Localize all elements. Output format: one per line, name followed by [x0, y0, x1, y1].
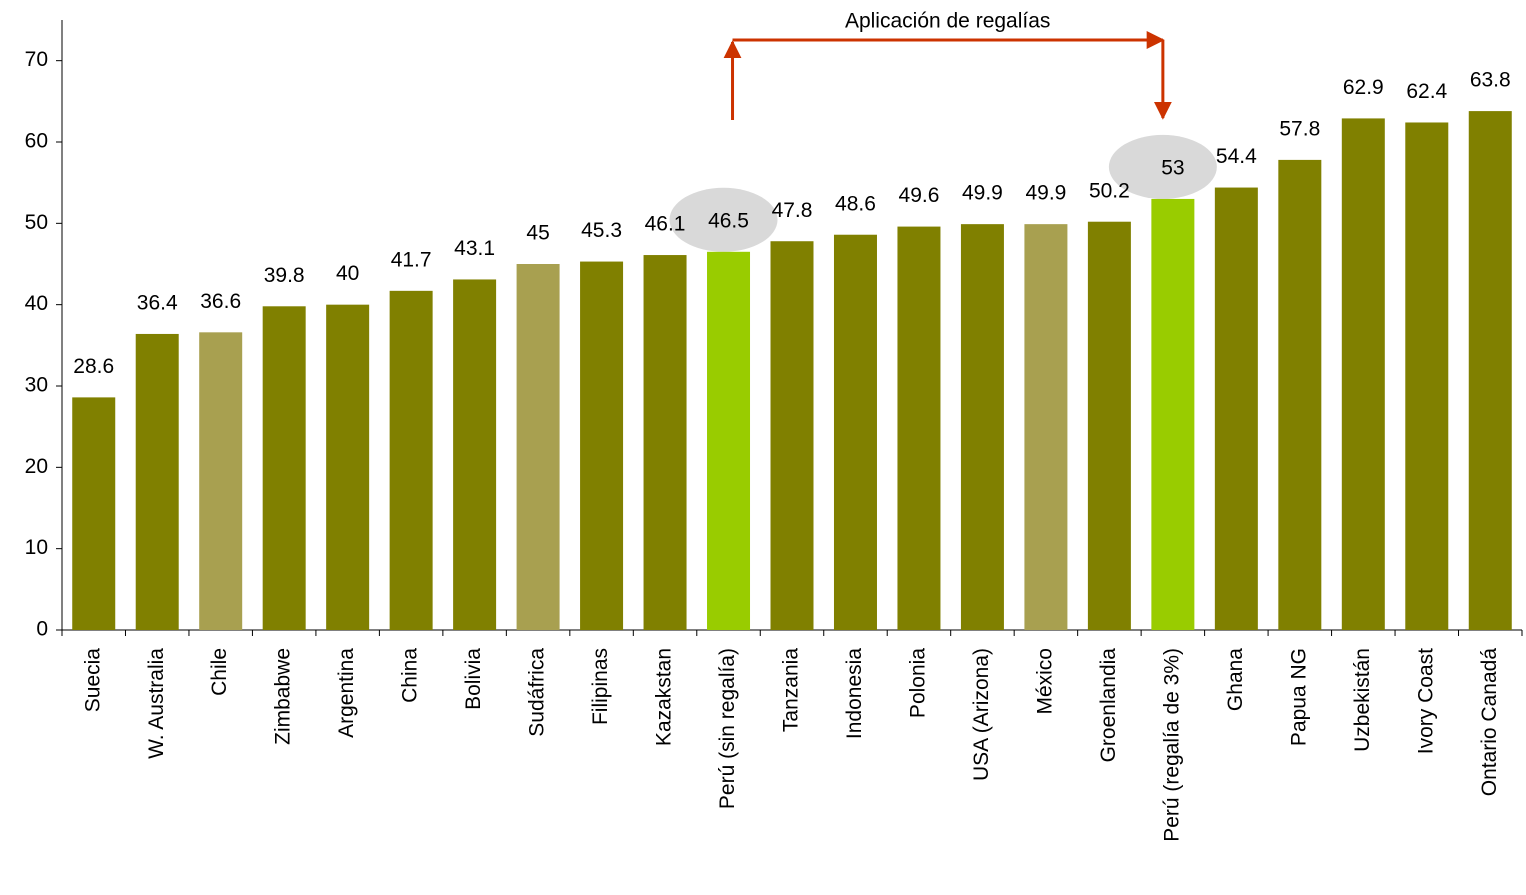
bar [1024, 224, 1068, 630]
x-tick-label: Filipinas [589, 648, 612, 725]
value-label: 40 [336, 262, 359, 285]
bar [453, 279, 497, 630]
x-tick-label: Bolivia [462, 648, 485, 710]
y-tick-label: 40 [25, 292, 48, 315]
x-tick-label: W. Australia [145, 648, 168, 759]
y-tick-label: 20 [25, 455, 48, 478]
value-label: 46.1 [645, 213, 686, 236]
value-label: 43.1 [454, 237, 495, 260]
value-label: 41.7 [391, 248, 432, 271]
bar [1468, 111, 1512, 631]
bar [389, 290, 433, 630]
value-label: 36.4 [137, 291, 178, 314]
value-label: 49.6 [899, 184, 940, 207]
x-tick-label: Groenlandia [1097, 648, 1120, 763]
y-tick-label: 10 [25, 536, 48, 559]
value-label: 49.9 [962, 182, 1003, 205]
bar [199, 332, 243, 630]
bar [770, 241, 814, 630]
value-label: 46.5 [708, 209, 749, 232]
value-label: 53 [1161, 156, 1184, 179]
y-tick-label: 30 [25, 374, 48, 397]
bar [262, 306, 306, 630]
bar [1151, 198, 1195, 630]
x-tick-label: Sudáfrica [526, 648, 549, 737]
y-tick-label: 50 [25, 211, 48, 234]
bar [1214, 187, 1258, 630]
x-tick-label: Ontario Canadá [1478, 648, 1501, 797]
value-label: 28.6 [73, 355, 114, 378]
value-label: 47.8 [772, 199, 813, 222]
x-tick-label: Argentina [335, 648, 358, 738]
x-tick-label: Polonia [907, 648, 930, 718]
value-label: 50.2 [1089, 179, 1130, 202]
bar [643, 255, 687, 630]
bar [707, 251, 751, 631]
x-tick-label: México [1033, 648, 1056, 715]
bar [897, 226, 941, 630]
x-tick-label: Chile [208, 648, 231, 696]
bar [1278, 159, 1322, 631]
bar [1087, 221, 1131, 630]
x-tick-label: Zimbabwe [272, 648, 295, 745]
x-tick-label: Suecia [81, 648, 104, 713]
value-label: 48.6 [835, 192, 876, 215]
bar [135, 333, 179, 630]
bar [1341, 118, 1385, 630]
y-tick-label: 60 [25, 130, 48, 153]
bar [72, 397, 116, 630]
x-tick-label: Ghana [1224, 648, 1247, 711]
x-tick-label: USA (Arizona) [970, 648, 993, 781]
bar [516, 264, 560, 630]
label-highlight [1108, 134, 1217, 199]
x-tick-label: Perú (regalía de 3%) [1160, 648, 1183, 842]
x-tick-label: Indonesia [843, 648, 866, 739]
value-label: 45.3 [581, 219, 622, 242]
annotation: Aplicación de regalías [845, 10, 1050, 33]
bar [326, 304, 370, 630]
x-tick-label: Ivory Coast [1414, 648, 1437, 754]
value-label: 36.6 [200, 290, 241, 313]
value-label: 62.4 [1406, 80, 1447, 103]
bar [580, 261, 624, 630]
bar [960, 224, 1004, 630]
x-tick-label: Kazakstan [653, 648, 676, 746]
value-label: 45 [526, 222, 549, 245]
value-label: 49.9 [1025, 182, 1066, 205]
bar [1405, 122, 1449, 630]
x-tick-label: Uzbekistán [1351, 648, 1374, 752]
value-label: 57.8 [1279, 117, 1320, 140]
label-highlight [669, 187, 778, 252]
y-tick-label: 0 [36, 618, 48, 641]
y-tick-label: 70 [25, 48, 48, 71]
value-label: 63.8 [1470, 69, 1511, 92]
value-label: 62.9 [1343, 76, 1384, 99]
x-tick-label: China [399, 648, 422, 703]
bar [833, 234, 877, 630]
x-tick-label: Tanzania [780, 648, 803, 732]
value-label: 39.8 [264, 264, 305, 287]
x-tick-label: Perú (sin regalía) [716, 648, 739, 809]
x-tick-label: Papua NG [1287, 648, 1310, 746]
value-label: 54.4 [1216, 145, 1257, 168]
